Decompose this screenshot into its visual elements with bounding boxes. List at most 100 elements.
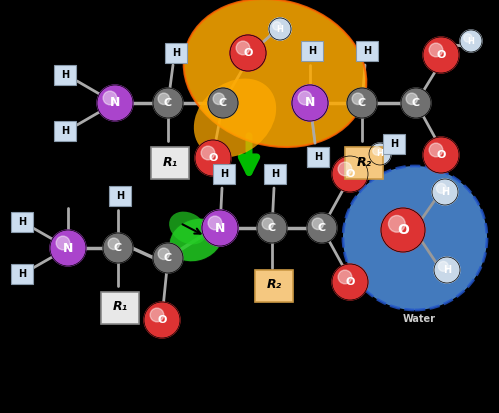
Circle shape <box>208 88 238 118</box>
Text: O: O <box>345 277 355 287</box>
Text: H: H <box>377 150 383 159</box>
Circle shape <box>273 22 281 30</box>
Circle shape <box>298 91 312 105</box>
Text: H: H <box>314 152 322 162</box>
Circle shape <box>153 88 183 118</box>
Circle shape <box>269 18 291 40</box>
Text: C: C <box>114 243 122 253</box>
Circle shape <box>298 91 312 105</box>
Text: R₂: R₂ <box>266 278 281 292</box>
FancyBboxPatch shape <box>307 147 329 167</box>
Text: C: C <box>164 98 172 108</box>
Text: C: C <box>358 98 366 108</box>
Text: N: N <box>63 242 73 254</box>
Text: C: C <box>164 253 172 263</box>
Text: N: N <box>110 97 120 109</box>
FancyBboxPatch shape <box>54 65 76 85</box>
Circle shape <box>460 30 482 52</box>
FancyBboxPatch shape <box>383 134 405 154</box>
Text: O: O <box>208 153 218 163</box>
Circle shape <box>208 216 222 230</box>
FancyBboxPatch shape <box>109 186 131 206</box>
Ellipse shape <box>194 78 276 157</box>
Circle shape <box>262 218 273 230</box>
Text: H: H <box>61 70 69 80</box>
Text: H: H <box>220 169 228 179</box>
Text: H: H <box>314 152 322 162</box>
Text: H: H <box>363 46 371 56</box>
Circle shape <box>150 308 164 322</box>
Text: O: O <box>436 150 446 160</box>
Text: O: O <box>345 169 355 179</box>
Text: O: O <box>244 48 252 58</box>
Text: N: N <box>215 221 225 235</box>
Ellipse shape <box>169 218 223 262</box>
Text: H: H <box>18 269 26 279</box>
Circle shape <box>312 218 323 230</box>
Circle shape <box>439 261 448 271</box>
Text: O: O <box>244 48 252 58</box>
Circle shape <box>202 210 238 246</box>
Circle shape <box>195 140 231 176</box>
Circle shape <box>213 93 225 104</box>
Circle shape <box>236 41 250 55</box>
FancyBboxPatch shape <box>54 121 76 141</box>
Text: N: N <box>215 221 225 235</box>
FancyBboxPatch shape <box>264 164 286 184</box>
FancyBboxPatch shape <box>307 147 329 167</box>
Text: O: O <box>397 223 409 237</box>
Text: H: H <box>61 126 69 136</box>
Circle shape <box>437 183 446 193</box>
FancyBboxPatch shape <box>151 147 189 179</box>
FancyBboxPatch shape <box>301 41 323 61</box>
Circle shape <box>352 93 363 104</box>
Circle shape <box>236 41 250 55</box>
Circle shape <box>50 230 86 266</box>
FancyBboxPatch shape <box>356 41 378 61</box>
Circle shape <box>103 233 133 263</box>
Circle shape <box>144 302 180 338</box>
Circle shape <box>257 213 287 243</box>
Circle shape <box>347 88 377 118</box>
Circle shape <box>338 162 352 176</box>
Circle shape <box>423 137 459 173</box>
Text: H: H <box>276 24 283 33</box>
Circle shape <box>307 213 337 243</box>
Circle shape <box>381 208 425 252</box>
Circle shape <box>373 147 381 155</box>
Circle shape <box>292 85 328 121</box>
Circle shape <box>208 216 222 230</box>
Circle shape <box>269 18 291 40</box>
Text: N: N <box>305 97 315 109</box>
Circle shape <box>103 91 117 105</box>
Text: H: H <box>18 217 26 227</box>
Circle shape <box>56 236 70 250</box>
Ellipse shape <box>169 211 207 244</box>
Text: H: H <box>172 48 180 58</box>
Circle shape <box>332 264 368 300</box>
Circle shape <box>97 85 133 121</box>
Circle shape <box>230 35 266 71</box>
Circle shape <box>429 43 443 57</box>
Text: H: H <box>390 139 398 149</box>
Ellipse shape <box>184 0 366 147</box>
Text: C: C <box>268 223 276 233</box>
Text: C: C <box>219 98 227 108</box>
FancyBboxPatch shape <box>11 212 33 232</box>
Text: C: C <box>318 223 326 233</box>
FancyBboxPatch shape <box>255 270 293 302</box>
Text: H: H <box>276 24 283 33</box>
Circle shape <box>158 248 170 259</box>
Text: C: C <box>412 98 420 108</box>
Text: H: H <box>116 191 124 201</box>
Text: O: O <box>157 315 167 325</box>
FancyBboxPatch shape <box>165 43 187 63</box>
Circle shape <box>432 179 458 205</box>
Text: R₁: R₁ <box>163 156 178 169</box>
FancyBboxPatch shape <box>101 292 139 324</box>
Text: H: H <box>443 265 451 275</box>
Circle shape <box>369 143 391 165</box>
Circle shape <box>108 238 119 249</box>
Text: O: O <box>436 50 446 60</box>
Circle shape <box>401 88 431 118</box>
